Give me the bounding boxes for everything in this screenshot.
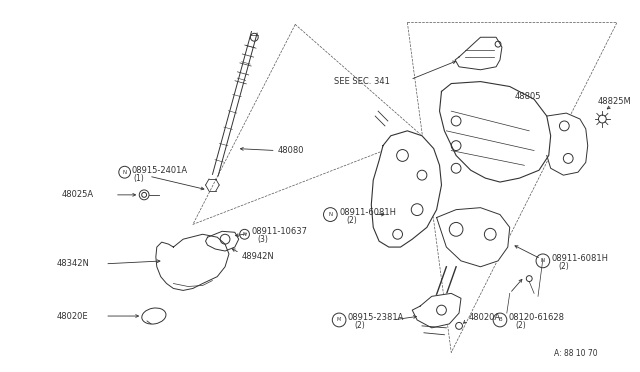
Text: A: 88 10 70: A: 88 10 70	[554, 349, 597, 358]
Text: (2): (2)	[516, 321, 526, 330]
Text: (2): (2)	[355, 321, 365, 330]
Text: N: N	[123, 170, 127, 175]
Text: 08911-6081H: 08911-6081H	[552, 254, 609, 263]
Polygon shape	[440, 81, 550, 182]
Polygon shape	[412, 294, 461, 328]
Text: 08911-6081H: 08911-6081H	[339, 208, 396, 217]
Text: 08915-2381A: 08915-2381A	[348, 314, 404, 323]
Polygon shape	[547, 113, 588, 175]
Text: 08915-2401A: 08915-2401A	[131, 166, 188, 175]
Text: (1): (1)	[133, 174, 144, 183]
Text: 48942N: 48942N	[242, 253, 275, 262]
Polygon shape	[371, 131, 442, 247]
Text: 48025A: 48025A	[61, 190, 93, 199]
Text: 48825M: 48825M	[598, 97, 631, 106]
Text: SEE SEC. 341: SEE SEC. 341	[334, 77, 390, 86]
Text: 08120-61628: 08120-61628	[509, 314, 564, 323]
Text: 48342N: 48342N	[56, 259, 89, 268]
Text: (2): (2)	[559, 262, 569, 271]
Text: 48020A: 48020A	[468, 314, 501, 323]
Text: B: B	[498, 317, 502, 323]
Text: 08911-10637: 08911-10637	[252, 227, 307, 236]
Text: N: N	[243, 232, 246, 237]
Text: 48805: 48805	[515, 92, 541, 101]
Text: 48080: 48080	[278, 146, 304, 155]
Text: N: N	[328, 212, 332, 217]
Text: (2): (2)	[346, 216, 356, 225]
Polygon shape	[455, 37, 502, 70]
Ellipse shape	[142, 308, 166, 324]
Text: N: N	[541, 259, 545, 263]
Text: M: M	[337, 317, 341, 323]
Text: 48020E: 48020E	[56, 311, 88, 321]
Polygon shape	[436, 208, 509, 267]
Text: (3): (3)	[257, 235, 268, 244]
